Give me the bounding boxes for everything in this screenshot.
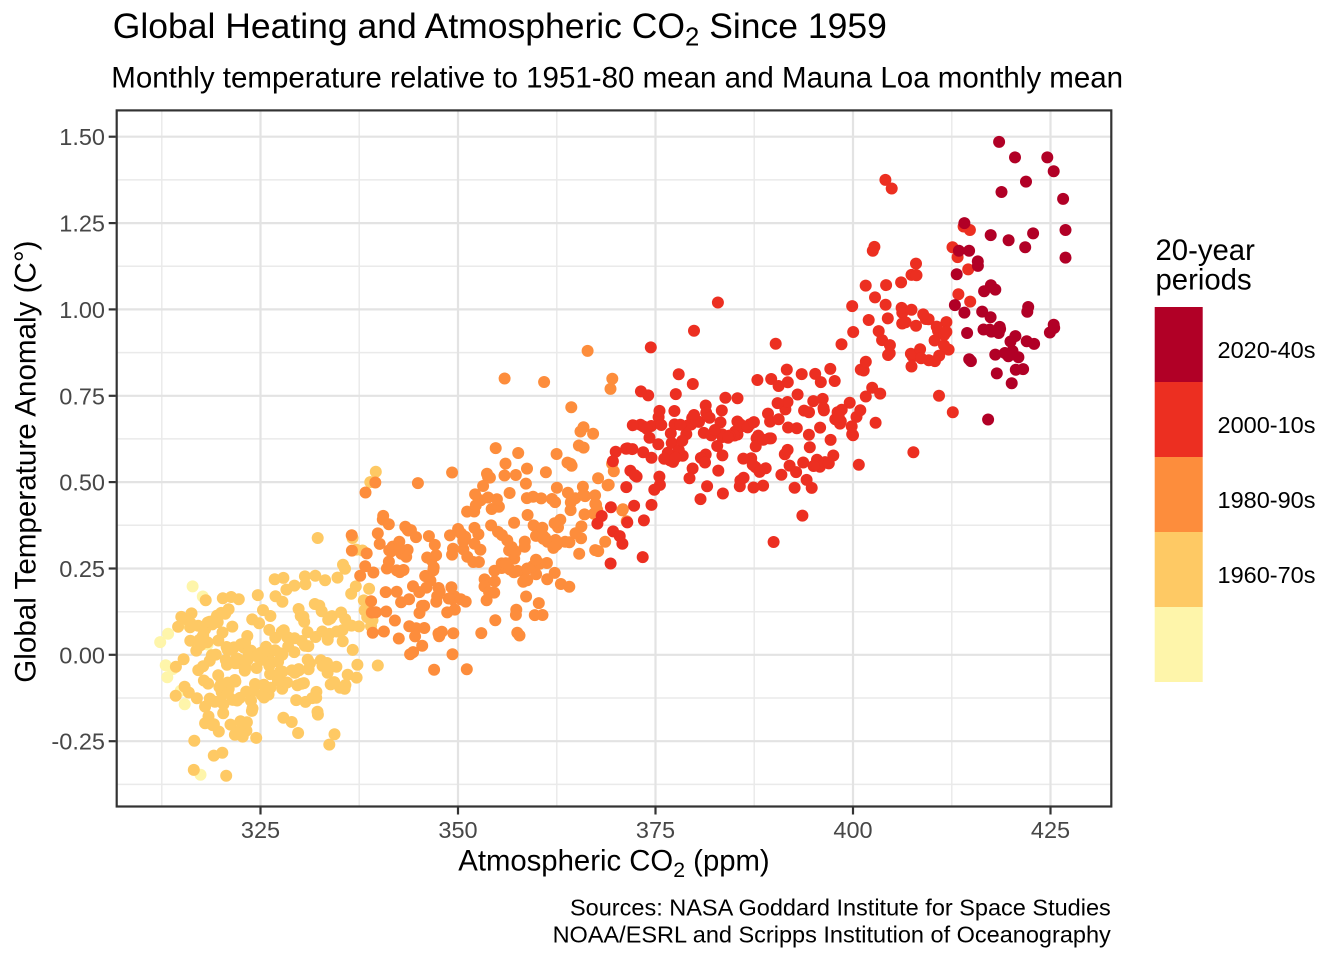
- svg-text:Global Temperature Anomaly (C°: Global Temperature Anomaly (C°): [9, 240, 42, 682]
- svg-text:425: 425: [1031, 817, 1070, 843]
- svg-text:-0.25: -0.25: [51, 729, 105, 755]
- svg-text:Atmospheric CO2 (ppm): Atmospheric CO2 (ppm): [458, 845, 769, 882]
- svg-text:Sources: NASA Goddard Institut: Sources: NASA Goddard Institute for Spac…: [570, 895, 1111, 921]
- svg-text:1.50: 1.50: [59, 124, 105, 150]
- svg-text:0.75: 0.75: [59, 383, 105, 409]
- svg-text:0.00: 0.00: [59, 642, 105, 668]
- svg-text:NOAA/ESRL and Scripps Institut: NOAA/ESRL and Scripps Institution of Oce…: [553, 922, 1111, 948]
- svg-text:400: 400: [833, 817, 872, 843]
- svg-text:375: 375: [636, 817, 675, 843]
- svg-text:1980-90s: 1980-90s: [1218, 487, 1316, 513]
- svg-text:1.25: 1.25: [59, 211, 105, 237]
- svg-text:2000-10s: 2000-10s: [1218, 412, 1316, 438]
- svg-text:0.25: 0.25: [59, 556, 105, 582]
- svg-text:350: 350: [438, 817, 477, 843]
- svg-text:20-year: 20-year: [1156, 234, 1256, 267]
- svg-text:2020-40s: 2020-40s: [1218, 337, 1316, 363]
- svg-text:Global Heating and Atmospheric: Global Heating and Atmospheric CO2 Since…: [113, 6, 887, 52]
- svg-text:1.00: 1.00: [59, 297, 105, 323]
- svg-text:1960-70s: 1960-70s: [1218, 562, 1316, 588]
- svg-text:periods: periods: [1156, 264, 1252, 297]
- svg-text:325: 325: [241, 817, 280, 843]
- svg-text:Monthly temperature relative t: Monthly temperature relative to 1951-80 …: [111, 62, 1123, 95]
- svg-text:0.50: 0.50: [59, 470, 105, 496]
